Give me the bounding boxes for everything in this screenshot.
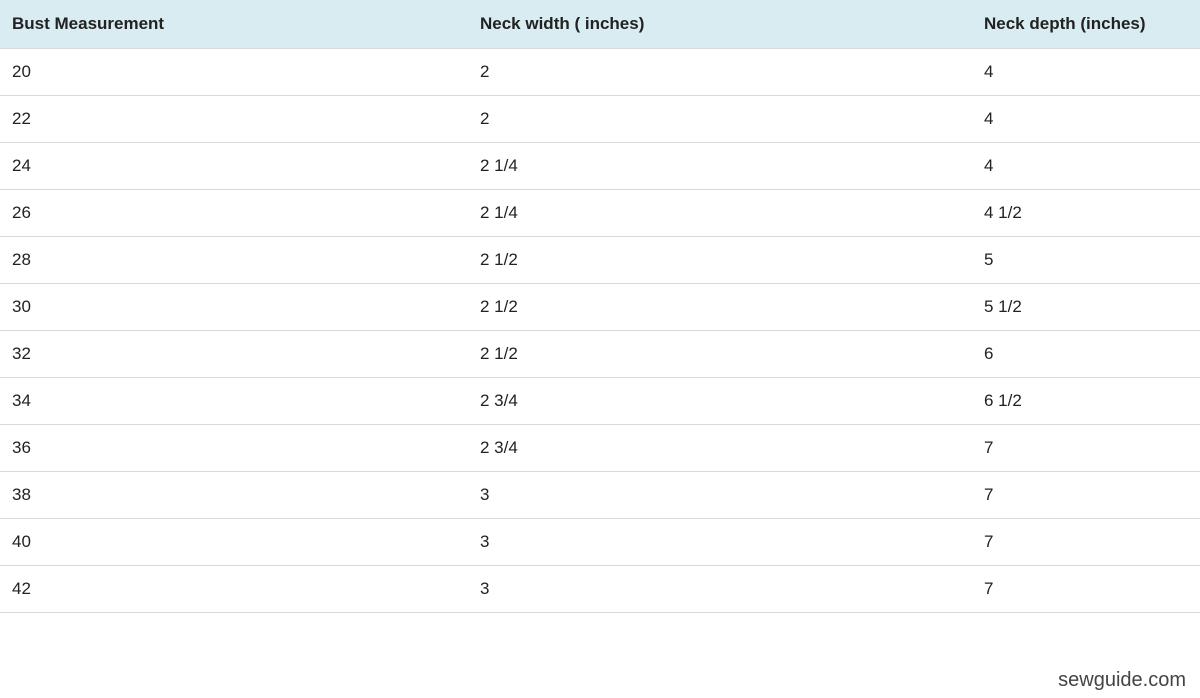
cell-neck-depth: 5 <box>972 237 1200 284</box>
cell-neck-width: 2 3/4 <box>468 425 972 472</box>
column-header-neck-width: Neck width ( inches) <box>468 0 972 49</box>
table-row: 20 2 4 <box>0 49 1200 96</box>
cell-neck-width: 2 3/4 <box>468 378 972 425</box>
cell-neck-depth: 5 1/2 <box>972 284 1200 331</box>
cell-bust: 36 <box>0 425 468 472</box>
table-row: 30 2 1/2 5 1/2 <box>0 284 1200 331</box>
cell-neck-depth: 6 <box>972 331 1200 378</box>
cell-bust: 32 <box>0 331 468 378</box>
cell-neck-width: 2 1/4 <box>468 143 972 190</box>
table-row: 28 2 1/2 5 <box>0 237 1200 284</box>
cell-neck-width: 2 <box>468 96 972 143</box>
cell-neck-depth: 7 <box>972 425 1200 472</box>
cell-neck-width: 2 <box>468 49 972 96</box>
table-header-row: Bust Measurement Neck width ( inches) Ne… <box>0 0 1200 49</box>
table-row: 42 3 7 <box>0 566 1200 613</box>
cell-neck-depth: 7 <box>972 566 1200 613</box>
column-header-bust: Bust Measurement <box>0 0 468 49</box>
cell-neck-depth: 4 <box>972 49 1200 96</box>
cell-bust: 34 <box>0 378 468 425</box>
measurement-table: Bust Measurement Neck width ( inches) Ne… <box>0 0 1200 613</box>
cell-neck-width: 3 <box>468 519 972 566</box>
cell-bust: 20 <box>0 49 468 96</box>
cell-bust: 42 <box>0 566 468 613</box>
cell-bust: 28 <box>0 237 468 284</box>
cell-neck-width: 2 1/2 <box>468 237 972 284</box>
watermark-text: sewguide.com <box>1058 669 1186 692</box>
cell-neck-depth: 7 <box>972 472 1200 519</box>
cell-neck-depth: 6 1/2 <box>972 378 1200 425</box>
cell-bust: 26 <box>0 190 468 237</box>
cell-neck-depth: 7 <box>972 519 1200 566</box>
column-header-neck-depth: Neck depth (inches) <box>972 0 1200 49</box>
table-row: 32 2 1/2 6 <box>0 331 1200 378</box>
table-row: 24 2 1/4 4 <box>0 143 1200 190</box>
table-row: 34 2 3/4 6 1/2 <box>0 378 1200 425</box>
table-row: 38 3 7 <box>0 472 1200 519</box>
cell-neck-depth: 4 <box>972 96 1200 143</box>
table-row: 26 2 1/4 4 1/2 <box>0 190 1200 237</box>
cell-neck-width: 3 <box>468 566 972 613</box>
cell-bust: 40 <box>0 519 468 566</box>
cell-neck-width: 2 1/2 <box>468 331 972 378</box>
cell-neck-width: 2 1/4 <box>468 190 972 237</box>
cell-neck-depth: 4 1/2 <box>972 190 1200 237</box>
table-row: 40 3 7 <box>0 519 1200 566</box>
cell-bust: 24 <box>0 143 468 190</box>
table-row: 36 2 3/4 7 <box>0 425 1200 472</box>
cell-neck-width: 3 <box>468 472 972 519</box>
cell-bust: 22 <box>0 96 468 143</box>
cell-neck-width: 2 1/2 <box>468 284 972 331</box>
cell-neck-depth: 4 <box>972 143 1200 190</box>
cell-bust: 38 <box>0 472 468 519</box>
cell-bust: 30 <box>0 284 468 331</box>
table-row: 22 2 4 <box>0 96 1200 143</box>
